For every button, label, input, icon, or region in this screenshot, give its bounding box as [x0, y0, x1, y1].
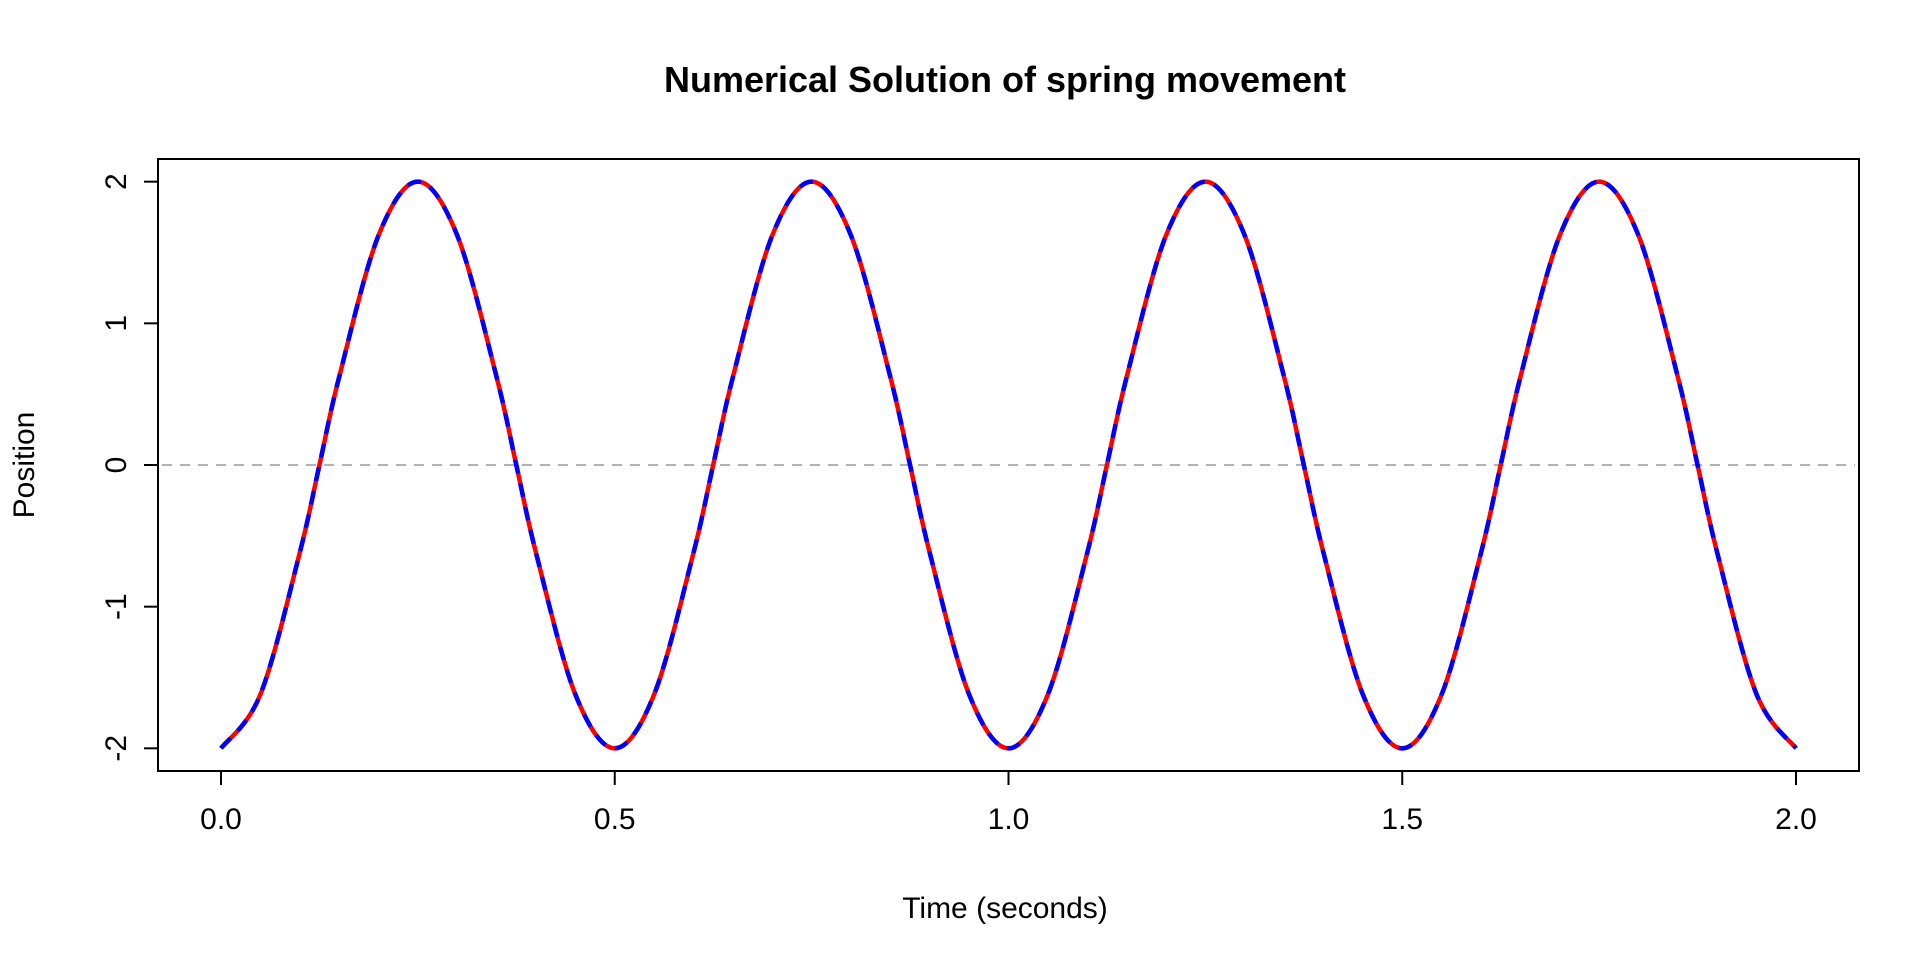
x-tick-label: 1.5: [1381, 803, 1423, 836]
y-tick-label: 2: [100, 173, 133, 190]
series-line-2: [219, 179, 1798, 751]
x-tick-label: 1.0: [988, 803, 1030, 836]
y-tick-label: -2: [100, 735, 133, 762]
x-tick-label: 2.0: [1775, 803, 1817, 836]
y-tick-label: -1: [100, 593, 133, 620]
chart-title: Numerical Solution of spring movement: [664, 59, 1346, 100]
y-tick-label: 0: [100, 457, 133, 474]
y-axis-label: Position: [8, 412, 41, 519]
series-layer: [219, 179, 1798, 751]
x-tick-label: 0.5: [594, 803, 636, 836]
y-tick-label: 1: [100, 315, 133, 332]
x-axis: 0.0 0.5 1.0 1.5 2.0: [200, 770, 1817, 836]
x-axis-label: Time (seconds): [902, 892, 1108, 925]
x-tick-label: 0.0: [200, 803, 242, 836]
y-axis: -2 -1 0 1 2: [100, 173, 159, 762]
